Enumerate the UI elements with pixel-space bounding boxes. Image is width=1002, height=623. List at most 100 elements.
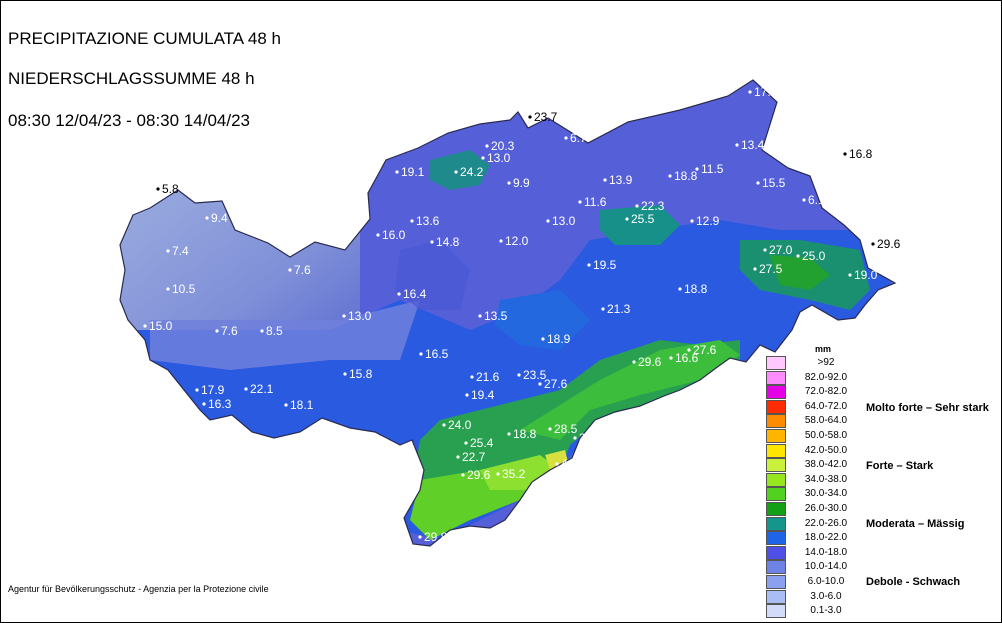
station-marker [397,292,401,296]
station-value-label: 35.2 [502,467,526,481]
station-value-label: 29.6 [638,355,662,369]
station-value-label: 20.3 [491,139,515,153]
station-value-label: 17.9 [201,383,225,397]
station-value-label: 22.1 [250,382,274,396]
station-value-label: 18.8 [513,427,537,441]
station-marker [668,174,672,178]
station-value-label: 25.4 [470,436,494,450]
station-marker [166,287,170,291]
station-marker [564,136,568,140]
station-value-label: 27.5 [759,262,783,276]
title-italian: PRECIPITAZIONE CUMULATA 48 h [8,29,282,48]
station-marker [202,402,206,406]
legend-range-label: 3.0-6.0 [810,590,842,602]
station-marker [871,242,875,246]
station-marker [284,403,288,407]
station-value-label: 28.5 [554,422,578,436]
station-value-label: 23.5 [523,368,547,382]
station-marker [507,432,511,436]
station-marker [538,382,542,386]
station-value-label: 22.7 [462,450,486,464]
station-marker [456,455,460,459]
legend-range-label: 42.0-50.0 [804,444,848,456]
legend-swatch [766,399,786,414]
station-value-label: 15.0 [149,319,173,333]
legend-unit: mm [815,344,832,354]
station-marker [555,462,559,466]
station-value-label: 15.8 [349,367,373,381]
station-marker [288,268,292,272]
station-marker [753,267,757,271]
station-value-label: 5.8 [162,182,179,196]
legend-swatch [766,575,786,589]
station-value-label: 27.0 [769,243,793,257]
legend-swatch [766,502,786,516]
station-value-label: 9.4 [211,211,228,225]
legend-range-label: 18.0-22.0 [804,532,848,544]
legend-intensity-group: Debole - Schwach [866,576,961,588]
station-value-label: 10.5 [172,282,196,296]
legend-range-label: 10.0-14.0 [804,561,848,573]
station-value-label: 6.7 [570,131,587,145]
station-value-label: 18.9 [547,332,571,346]
station-value-label: 24.0 [448,418,472,432]
station-marker [442,423,446,427]
station-value-label: 25.5 [631,212,655,226]
station-marker [528,115,532,119]
station-value-label: 19.4 [471,388,495,402]
station-marker [573,436,577,440]
station-marker [260,329,264,333]
station-marker [625,217,629,221]
station-marker [578,200,582,204]
station-marker [343,372,347,376]
station-value-label: 29.6 [467,468,491,482]
station-layer: 23.717.06.720.313.013.416.819.1 24.29.9 13… [143,85,901,544]
station-marker [695,167,699,171]
station-marker [546,219,550,223]
station-marker [485,144,489,148]
station-value-label: 17.0 [754,85,778,99]
legend-range-label: 30.0-34.0 [804,488,848,500]
station-value-label: 13.0 [552,214,576,228]
station-value-label: 13.5 [484,309,508,323]
station-marker [802,198,806,202]
station-marker [478,314,482,318]
legend-swatch [766,516,786,531]
station-value-label: 11.6 [584,195,607,209]
station-value-label: 14.8 [436,235,460,249]
station-value-label: 16.6 [675,351,699,365]
station-marker [548,427,552,431]
legend-swatch [766,458,786,473]
station-value-label: 11.5 [701,162,724,176]
station-value-label: 27.6 [544,377,568,391]
station-marker [481,156,485,160]
station-marker [454,170,458,174]
station-marker [496,472,500,476]
station-marker [735,143,739,147]
station-marker [418,535,422,539]
station-marker [143,324,147,328]
station-value-label: 7.6 [294,263,311,277]
legend-swatch [766,443,786,458]
station-value-label: 7.6 [221,324,238,338]
station-value-label: 13.0 [487,151,511,165]
station-marker [430,240,434,244]
legend-swatch [766,560,786,575]
station-value-label: 44.4 [561,457,585,471]
station-value-label: 27.6 [693,343,717,357]
station-marker [678,287,682,291]
station-marker [464,441,468,445]
station-marker [690,219,694,223]
station-value-label: 32.6 [579,431,603,445]
legend-range-label: 34.0-38.0 [804,473,848,485]
station-marker [410,219,414,223]
legend-range-label: 82.0-92.0 [804,371,848,383]
legend-range-label: 50.0-58.0 [804,430,848,441]
station-marker [195,388,199,392]
station-marker [796,254,800,258]
legend-range-label: 14.0-18.0 [804,546,848,558]
station-value-label: 16.5 [425,347,449,361]
legend-range-label: 72.0-82.0 [804,386,848,398]
station-marker [687,348,691,352]
